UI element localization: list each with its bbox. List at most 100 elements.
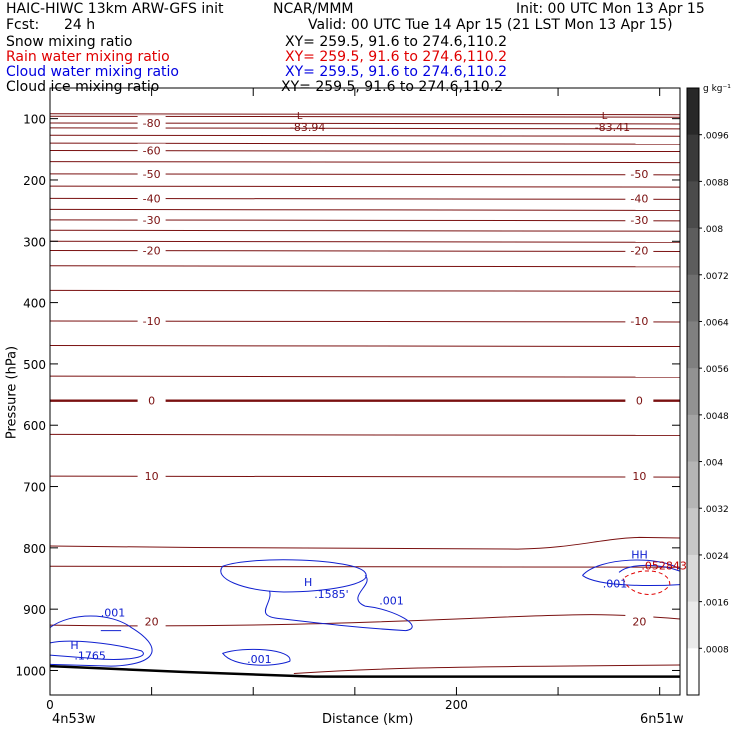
colorbar-units: g kg⁻¹ bbox=[703, 84, 731, 94]
colorbar-segment bbox=[687, 554, 699, 603]
right-endpoint: 6n51w bbox=[640, 712, 684, 727]
colorbar-segment bbox=[687, 228, 699, 276]
isotherm-label-bg bbox=[625, 313, 654, 327]
isotherm-label--80: -80 bbox=[143, 117, 161, 130]
y-tick-label: 900 bbox=[23, 603, 46, 617]
isotherm-label-bg bbox=[625, 393, 654, 407]
colorbar-tick-label: .004 bbox=[703, 459, 723, 469]
colorbar-segment bbox=[687, 508, 699, 556]
isotherm-line bbox=[49, 185, 681, 188]
colorbar-segment bbox=[687, 88, 699, 136]
cloud-water-contour bbox=[618, 564, 681, 573]
cloud-water-label: .1585' bbox=[314, 588, 349, 601]
isotherm-label-bg bbox=[137, 166, 166, 180]
colorbar-segment bbox=[687, 274, 699, 322]
low-value: -83.94 bbox=[290, 121, 325, 134]
cloud-water-label: .1765 bbox=[74, 649, 106, 662]
isotherm-line bbox=[293, 664, 681, 675]
field-name-rain: Rain water mixing ratio bbox=[6, 49, 170, 65]
isotherm-label--30: -30 bbox=[630, 214, 648, 227]
isotherm-label-bg bbox=[137, 191, 166, 205]
colorbar-tick-label: .0096 bbox=[703, 132, 729, 142]
isotherm-label-bg bbox=[625, 166, 654, 180]
low-marker: L bbox=[297, 111, 303, 122]
isotherm-label-20: 20 bbox=[632, 615, 646, 628]
isotherm-line bbox=[49, 375, 681, 378]
x-tick-label: 200 bbox=[445, 698, 468, 712]
isotherm-label-bg bbox=[137, 469, 166, 483]
isotherm-label-0: 0 bbox=[636, 395, 643, 408]
field-name-cloudwater: Cloud water mixing ratio bbox=[6, 64, 179, 80]
cloud-water-contour bbox=[264, 575, 413, 632]
colorbar-tick-label: .0016 bbox=[703, 599, 729, 609]
isotherm-label--10: -10 bbox=[630, 315, 648, 328]
isotherm-line bbox=[49, 240, 681, 243]
field-xy-rain: XY= 259.5, 91.6 to 274.6,110.2 bbox=[285, 49, 508, 65]
rain-label: .052843 bbox=[641, 559, 687, 572]
isotherm-line bbox=[49, 433, 681, 436]
isotherm-line bbox=[49, 208, 681, 211]
isotherm-label-20: 20 bbox=[145, 615, 159, 628]
y-tick-label: 700 bbox=[23, 481, 46, 495]
x-tick-label: 0 bbox=[46, 698, 54, 712]
low-marker: L bbox=[602, 111, 608, 122]
y-tick-label: 300 bbox=[23, 235, 46, 249]
isotherm-line bbox=[49, 113, 681, 116]
field-xy-cloudwater: XY= 259.5, 91.6 to 274.6,110.2 bbox=[285, 64, 508, 80]
isotherm-label-bg bbox=[137, 212, 166, 226]
isotherm-line bbox=[49, 289, 681, 292]
isotherm-label-bg bbox=[625, 614, 654, 628]
y-tick-label: 100 bbox=[23, 113, 46, 127]
fcst-value: 24 h bbox=[64, 17, 96, 33]
cloud-water-contour bbox=[49, 640, 144, 660]
isotherm-label-bg bbox=[137, 115, 166, 129]
y-tick-label: 200 bbox=[23, 174, 46, 188]
colorbar-segment bbox=[687, 414, 699, 463]
fcst-label: Fcst: bbox=[6, 17, 40, 33]
isotherm-label-10: 10 bbox=[145, 470, 159, 483]
colorbar-tick-label: .0072 bbox=[703, 272, 729, 282]
isotherm-20 bbox=[49, 614, 681, 627]
cloud-water-contour bbox=[221, 648, 291, 666]
colorbar-segment bbox=[687, 461, 699, 509]
field-xy-cloudice: XY= 259.5, 91.6 to 274.6,110.2 bbox=[281, 79, 504, 95]
cloud-water-contour bbox=[582, 575, 681, 587]
y-tick-label: 400 bbox=[23, 297, 46, 311]
colorbar-tick-label: .0024 bbox=[703, 552, 729, 562]
cloud-water-contour bbox=[49, 615, 153, 667]
colorbar-tick-label: .0008 bbox=[703, 645, 729, 655]
isotherm-label--40: -40 bbox=[143, 192, 161, 205]
isotherm-line bbox=[49, 265, 681, 268]
isotherm-label--20: -20 bbox=[630, 244, 648, 257]
isotherm-label-bg bbox=[137, 313, 166, 327]
field-xy-snow: XY= 259.5, 91.6 to 274.6,110.2 bbox=[285, 34, 508, 50]
colorbar-segment bbox=[687, 181, 699, 229]
isotherm-line bbox=[49, 134, 681, 137]
terrain-line bbox=[49, 664, 680, 678]
field-name-snow: Snow mixing ratio bbox=[6, 34, 133, 50]
org-label: NCAR/MMM bbox=[273, 1, 354, 17]
colorbar-tick-label: .0064 bbox=[703, 318, 729, 328]
colorbar-tick-label: .0032 bbox=[703, 505, 729, 515]
colorbar-tick-label: .0056 bbox=[703, 365, 729, 375]
y-tick-label: 600 bbox=[23, 419, 46, 433]
left-endpoint: 4n53w bbox=[52, 712, 96, 727]
cloud-water-label: .001 bbox=[379, 594, 404, 607]
colorbar-segment bbox=[687, 648, 699, 696]
rain-contour bbox=[622, 570, 671, 595]
y-tick-label: 800 bbox=[23, 542, 46, 556]
isotherm-label--50: -50 bbox=[630, 168, 648, 181]
isotherm-line bbox=[49, 565, 681, 568]
isotherm-label-bg bbox=[137, 614, 166, 628]
colorbar-tick-label: .0048 bbox=[703, 412, 729, 422]
isotherm-label-bg bbox=[137, 143, 166, 157]
cloud-water-label: HH bbox=[631, 548, 648, 561]
isotherm-label-10: 10 bbox=[632, 470, 646, 483]
y-tick-label: 1000 bbox=[15, 664, 46, 678]
cloud-water-label: .001 bbox=[247, 653, 272, 666]
isotherm-label-bg bbox=[625, 191, 654, 205]
cloud-water-label: .001 bbox=[603, 578, 628, 591]
low-value: -83.41 bbox=[595, 121, 630, 134]
colorbar-segment bbox=[687, 601, 699, 649]
